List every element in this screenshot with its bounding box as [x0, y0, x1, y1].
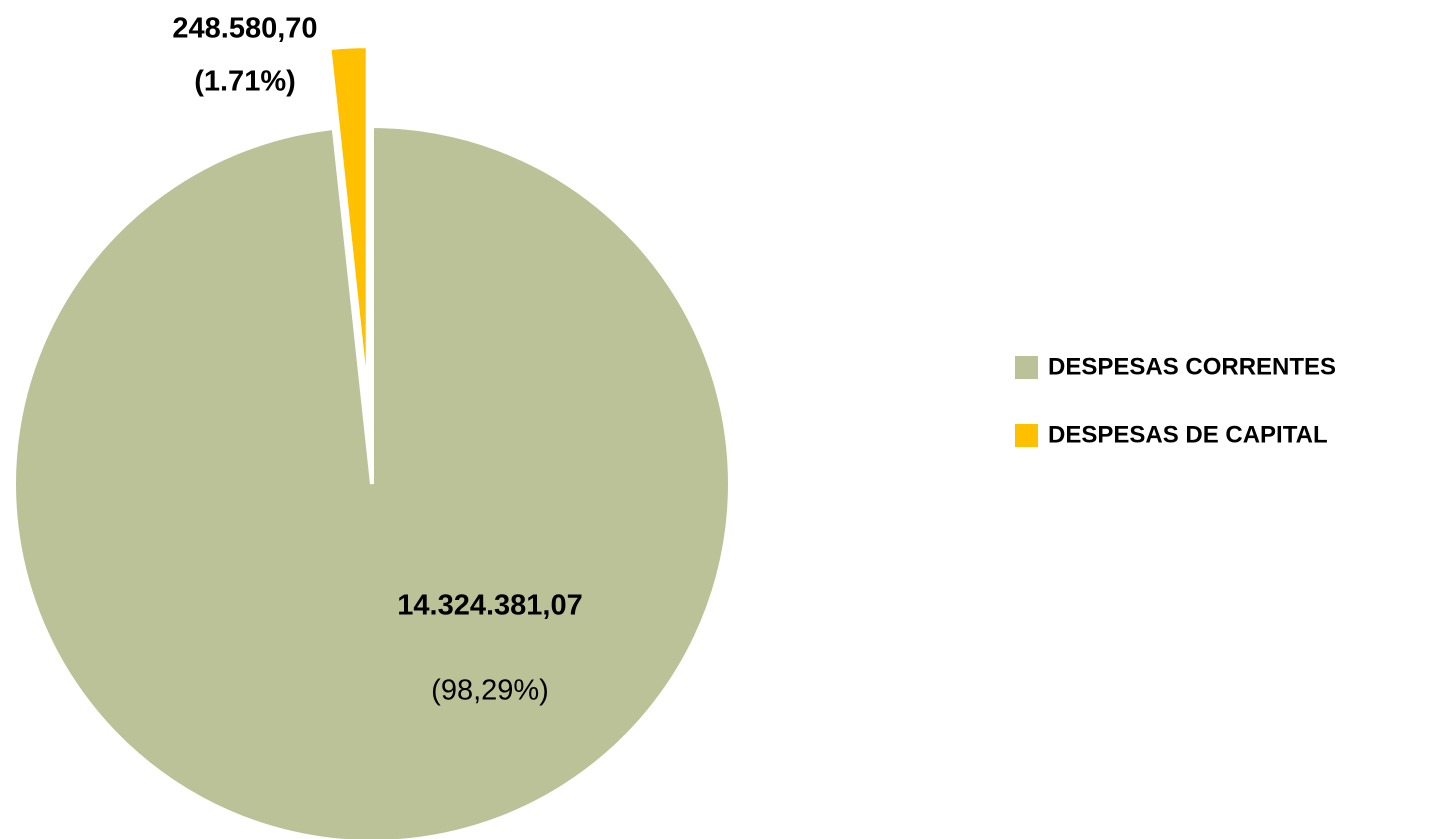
legend-label: DESPESAS DE CAPITAL — [1048, 421, 1328, 448]
percent-label: (98,29%) — [431, 675, 549, 707]
legend-swatch — [1015, 424, 1038, 447]
percent-label: (1.71%) — [194, 66, 296, 98]
data-label: 14.324.381,07 — [397, 590, 582, 622]
pie-slice — [12, 123, 732, 839]
pie-slice — [327, 44, 370, 405]
data-label: 248.580,70 — [172, 13, 317, 45]
legend-label: DESPESAS CORRENTES — [1048, 353, 1336, 380]
legend-swatch — [1015, 356, 1038, 379]
